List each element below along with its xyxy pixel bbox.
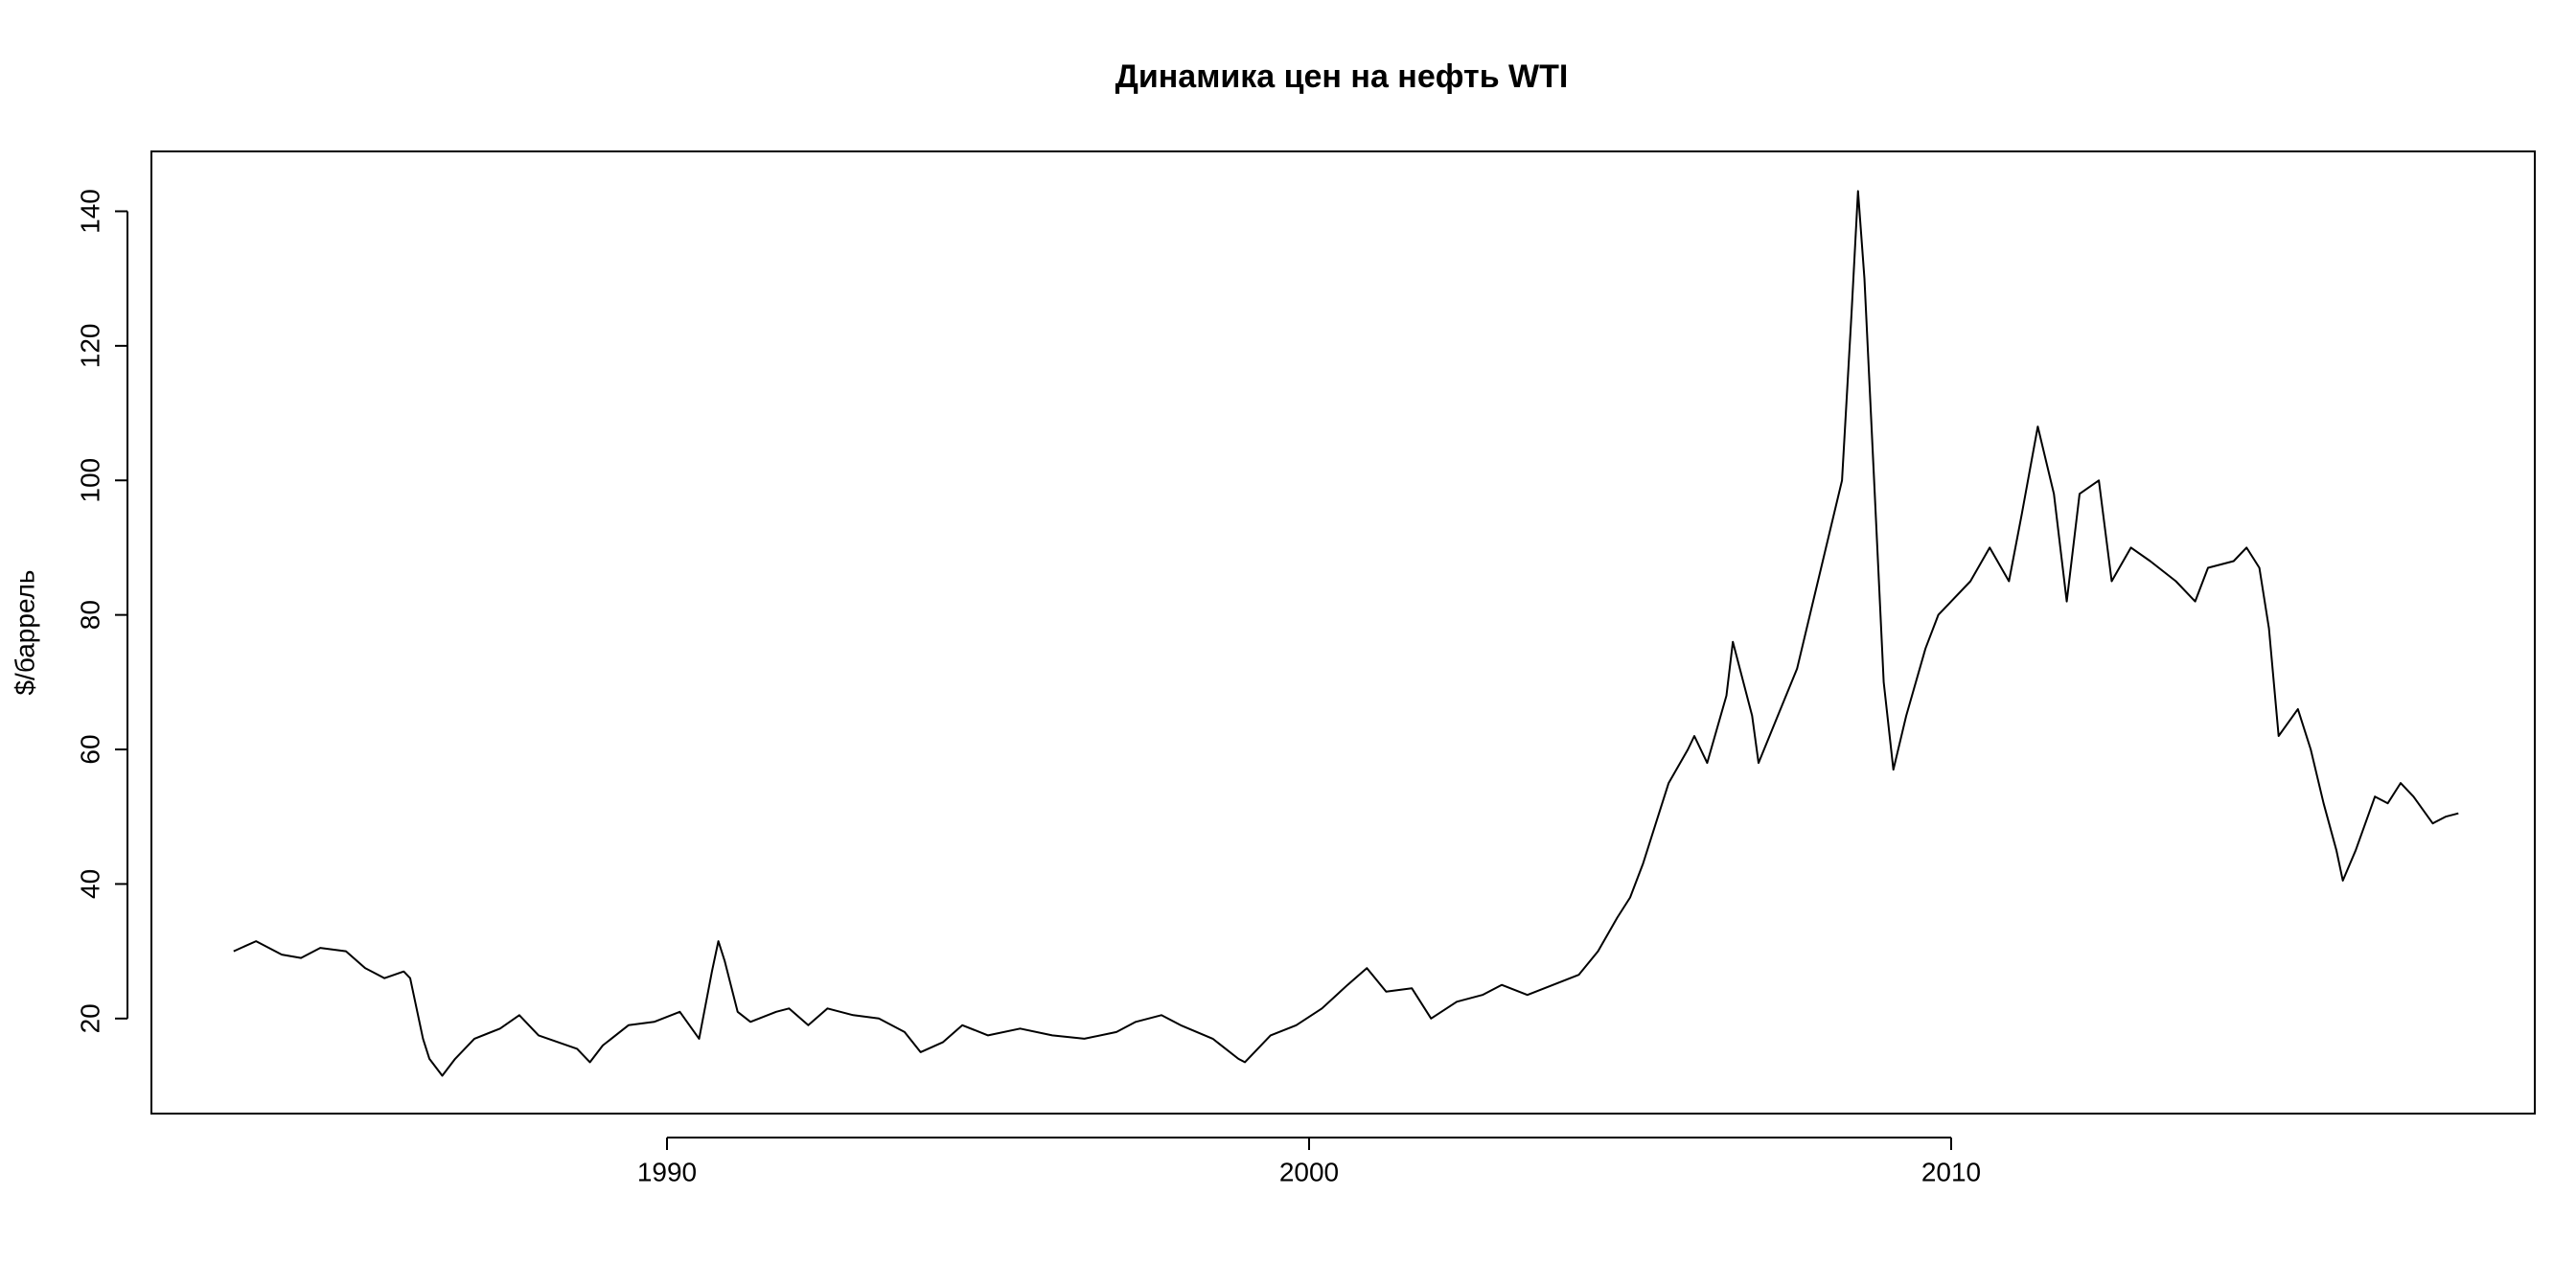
x-tick-label: 1990 bbox=[637, 1157, 697, 1186]
y-tick-label: 60 bbox=[75, 734, 104, 764]
price-line bbox=[233, 190, 2459, 1077]
x-tick-label: 2010 bbox=[1921, 1157, 1981, 1186]
y-tick-label: 40 bbox=[75, 869, 104, 899]
y-tick-label: 20 bbox=[75, 1003, 104, 1033]
y-tick-label: 140 bbox=[75, 189, 104, 234]
chart-title: Динамика цен на нефть WTI bbox=[1116, 58, 1569, 95]
y-tick-label: 80 bbox=[75, 600, 104, 630]
y-axis-label: $/баррель bbox=[10, 569, 39, 695]
plot-frame bbox=[150, 150, 2536, 1115]
y-tick-label: 120 bbox=[75, 324, 104, 369]
x-tick-label: 2000 bbox=[1279, 1157, 1339, 1186]
y-tick-label: 100 bbox=[75, 458, 104, 503]
